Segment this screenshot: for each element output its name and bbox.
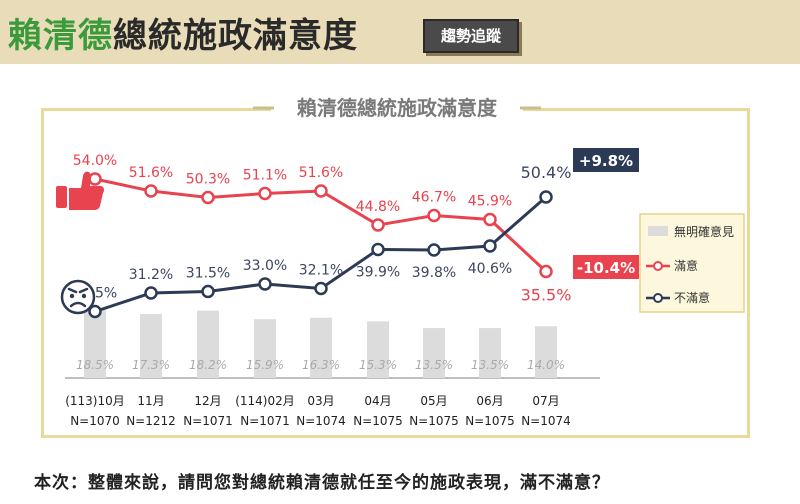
no-opinion-label: 18.5%: [76, 358, 114, 372]
legend-marker-satisfied: [653, 261, 663, 271]
no-opinion-bar: [367, 321, 389, 378]
dissatisfied-value-label: 39.8%: [412, 265, 456, 281]
page-title: 賴清德總統施政滿意度: [8, 8, 358, 57]
satisfied-value-label: 51.1%: [243, 168, 287, 184]
x-tick-month: 04月: [364, 394, 391, 408]
header-banner: 賴清德總統施政滿意度 趨勢追蹤: [0, 0, 800, 64]
satisfied-value-label: 51.6%: [129, 165, 173, 181]
satisfied-point: [258, 186, 272, 201]
no-opinion-bar: [197, 310, 219, 378]
dissatisfied-point: [201, 284, 215, 299]
dissatisfied-point: [88, 304, 102, 319]
x-tick-sample: N=1070: [70, 414, 120, 428]
dissatisfied-value-label: 50.4%: [521, 163, 572, 182]
x-tick-month: 07月: [532, 394, 559, 408]
no-opinion-label: 16.3%: [302, 358, 340, 372]
no-opinion-label: 15.9%: [246, 358, 284, 372]
survey-question: 本次：整體來說，請問您對總統賴清德就任至今的施政表現，滿不滿意？: [34, 473, 610, 493]
no-opinion-bar: [423, 328, 445, 378]
dissatisfied-point: [314, 281, 328, 296]
satisfied-point: [539, 264, 553, 279]
dissatisfied-point: [144, 286, 158, 300]
title-name: 賴清德: [8, 16, 113, 56]
satisfied-point: [314, 184, 328, 198]
no-opinion-bar: [310, 317, 332, 378]
dissatisfied-value-label: 33.0%: [243, 258, 287, 274]
x-tick-month: 12月: [194, 394, 221, 408]
satisfied-change-badge: [573, 255, 639, 279]
no-opinion-label: 14.0%: [527, 358, 565, 372]
satisfied-value-label: 45.9%: [468, 194, 512, 210]
dissatisfied-change-badge: [573, 148, 639, 172]
x-tick-sample: N=1212: [126, 414, 176, 428]
satisfied-point: [483, 212, 497, 227]
legend-label-no-opinion: 無明確意見: [674, 224, 734, 239]
no-opinion-label: 18.2%: [189, 358, 227, 372]
satisfied-value-label: 46.7%: [412, 190, 456, 206]
satisfied-point: [144, 184, 158, 198]
satisfied-point: [88, 172, 102, 186]
chart-title-bg: [271, 96, 523, 122]
legend-label-dissatisfied: 不滿意: [674, 290, 710, 305]
dissatisfied-point: [483, 239, 497, 253]
no-opinion-label: 17.3%: [132, 358, 170, 372]
x-tick-sample: N=1075: [353, 414, 403, 428]
dissatisfied-value-label: 32.1%: [299, 263, 343, 279]
satisfied-point: [371, 218, 385, 232]
satisfied-value-label: 51.6%: [299, 165, 343, 181]
dissatisfied-point: [371, 242, 385, 257]
satisfied-point: [427, 208, 441, 223]
trend-tag: 趨勢追蹤: [423, 19, 519, 53]
x-tick-sample: N=1074: [521, 414, 571, 428]
x-tick-month: 05月: [420, 394, 447, 408]
satisfied-change-text: -10.4%: [577, 259, 635, 277]
no-opinion-bar: [535, 326, 557, 378]
x-tick-month: (113)10月: [65, 394, 125, 408]
no-opinion-label: 15.3%: [359, 358, 397, 372]
no-opinion-label: 13.5%: [415, 358, 453, 372]
legend-marker-dissatisfied: [653, 293, 663, 303]
satisfied-value-label: 35.5%: [521, 286, 572, 305]
dissatisfied-point: [258, 277, 272, 291]
dissatisfied-value-label: 40.6%: [468, 261, 512, 277]
dissatisfied-change-text: +9.8%: [579, 152, 633, 170]
no-opinion-label: 13.5%: [471, 358, 509, 372]
x-tick-sample: N=1075: [465, 414, 515, 428]
dissatisfied-value-label: 31.2%: [129, 267, 173, 283]
x-tick-month: 11月: [137, 394, 164, 408]
no-opinion-bar: [479, 328, 501, 378]
satisfied-value-label: 54.0%: [73, 153, 117, 169]
angry-face-icon: [60, 279, 96, 315]
legend-label-satisfied: 滿意: [674, 258, 698, 273]
chart-title: 賴清德總統施政滿意度: [297, 96, 498, 120]
x-tick-sample: N=1071: [183, 414, 233, 428]
x-tick-month: 03月: [307, 394, 334, 408]
no-opinion-bar: [254, 319, 276, 378]
dissatisfied-point: [539, 190, 553, 204]
dissatisfied-point: [427, 243, 441, 257]
legend-bar-swatch: [648, 226, 668, 236]
dissatisfied-value-label: 39.9%: [356, 265, 400, 281]
no-opinion-bar: [84, 309, 106, 378]
satisfied-value-label: 50.3%: [186, 172, 230, 188]
thumbs-up-icon: [56, 171, 104, 210]
x-tick-month: 06月: [476, 394, 503, 408]
no-opinion-bar: [140, 313, 162, 378]
dissatisfied-value-label: 31.5%: [186, 266, 230, 282]
satisfied-value-label: 44.8%: [356, 199, 400, 215]
satisfied-point: [201, 190, 215, 205]
x-tick-sample: N=1074: [296, 414, 346, 428]
x-tick-month: (114)02月: [235, 394, 295, 408]
x-tick-sample: N=1075: [409, 414, 459, 428]
x-tick-sample: N=1071: [240, 414, 290, 428]
title-rest: 總統施政滿意度: [113, 16, 358, 56]
